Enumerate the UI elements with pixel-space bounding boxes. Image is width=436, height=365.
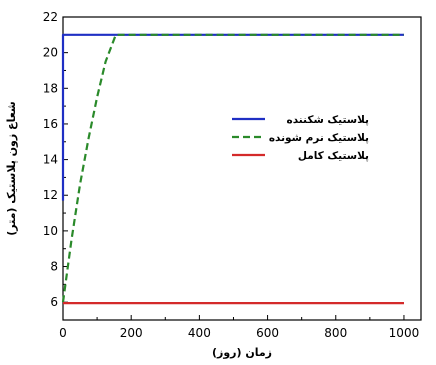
y-tick-label: 22 bbox=[43, 10, 58, 24]
x-axis-title: زمان (روز) bbox=[212, 346, 272, 359]
x-tick-label: 1000 bbox=[389, 326, 420, 340]
x-tick-label: 200 bbox=[120, 326, 143, 340]
x-tick-label: 800 bbox=[324, 326, 347, 340]
legend: پلاستیک شکننده پلاستیک نرم شونده پلاستیک ک… bbox=[228, 104, 378, 170]
y-tick-label: 20 bbox=[43, 46, 58, 60]
y-tick-label: 12 bbox=[43, 188, 58, 202]
legend-label-2: پلاستیک نرم شونده bbox=[269, 132, 369, 144]
y-tick-label: 18 bbox=[43, 81, 58, 95]
series-line-2 bbox=[61, 33, 404, 303]
y-tick-label: 14 bbox=[43, 153, 58, 167]
y-tick-label: 8 bbox=[50, 260, 58, 274]
x-tick-label: 400 bbox=[188, 326, 211, 340]
y-tick-label: 6 bbox=[50, 295, 58, 309]
legend-label-1: پلاستیک شکننده bbox=[287, 114, 370, 126]
x-tick-label: 600 bbox=[256, 326, 279, 340]
y-axis-title: شعاع زون پلاستیک (متر) bbox=[5, 101, 18, 235]
legend-label-3: پلاستیک کامل bbox=[298, 150, 369, 162]
y-tick-label: 16 bbox=[43, 117, 58, 131]
legend-box bbox=[228, 104, 378, 170]
x-tick-label: 0 bbox=[59, 326, 67, 340]
axis-ticks: 0 200 400 600 800 1000 6 8 10 12 14 16 18 20 22 bbox=[43, 10, 420, 340]
series-layer bbox=[61, 33, 404, 305]
y-tick-label: 10 bbox=[43, 224, 58, 238]
